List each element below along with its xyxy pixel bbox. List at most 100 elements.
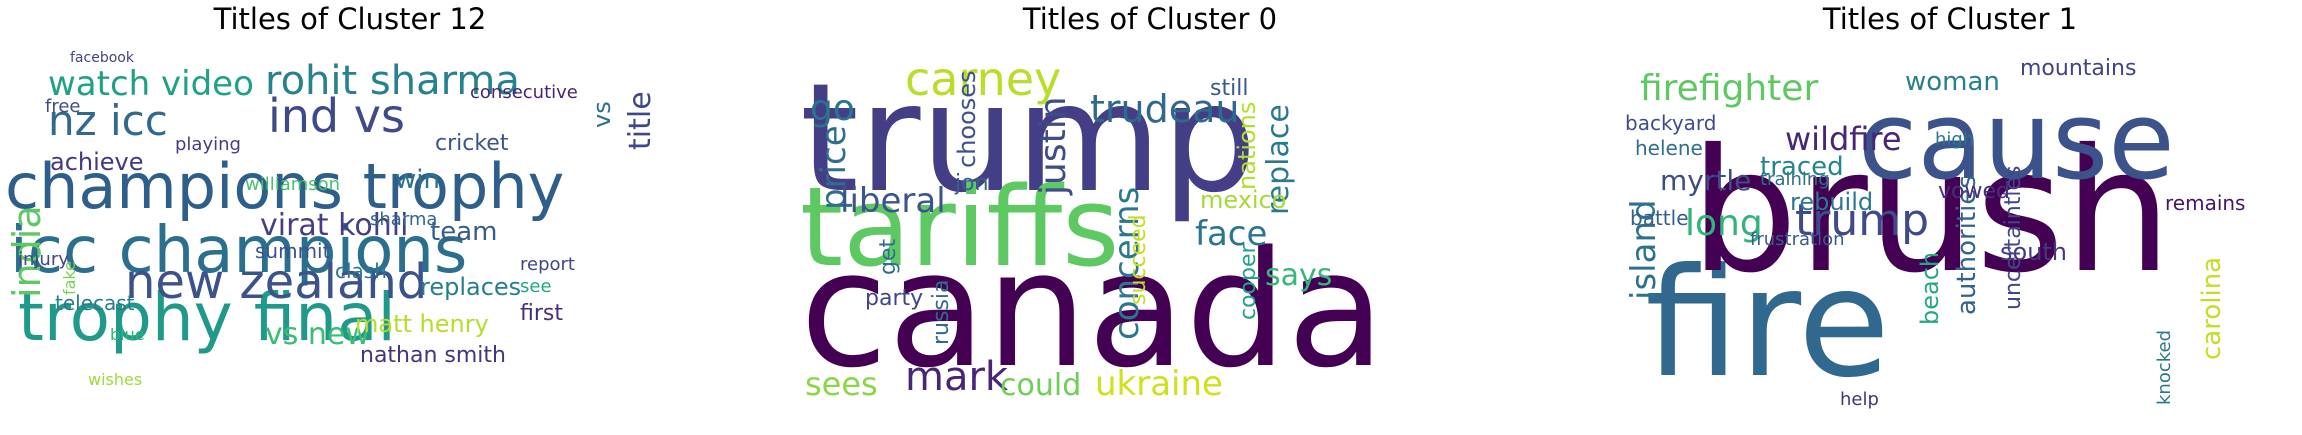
word-still: still (1210, 76, 1248, 101)
word-report: report (520, 254, 575, 275)
wordcloud-panel-1: Titles of Cluster 0 trump canada tariffs ca… (800, 0, 1500, 435)
word-carney: carney (905, 52, 1061, 106)
word-price: price (814, 125, 854, 210)
word-fire: fire (1645, 237, 1890, 411)
word-summit: summit (255, 239, 331, 263)
panel-title: Titles of Cluster 12 (213, 2, 487, 36)
word-consecutive: consecutive (470, 82, 578, 103)
word-go: go (810, 88, 855, 129)
word-sees: sees (805, 365, 878, 403)
word-island: island (1624, 199, 1664, 300)
word-face: face (1195, 214, 1267, 254)
word-replace: replace (1261, 104, 1296, 215)
word-champions-trophy: champions trophy (5, 150, 564, 223)
word-india: india (5, 205, 49, 298)
word-icc-champions: icc champions (10, 214, 467, 288)
word-jon: jon (954, 171, 989, 196)
word-battle: battle (1630, 206, 1689, 230)
word-vs-new: vs new (265, 317, 370, 352)
word-wildfire: wildfire (1785, 120, 1902, 158)
word-south: south (2000, 238, 2067, 266)
word-traced: traced (1760, 152, 1844, 182)
word-tariffs: tariffs (800, 163, 1119, 291)
word-says: says (1265, 258, 1332, 293)
word-carolina: carolina (2197, 257, 2227, 360)
word-watch-video: watch video (48, 64, 254, 104)
word-achieve: achieve (50, 148, 144, 176)
panel-title: Titles of Cluster 0 (1022, 2, 1278, 36)
wordcloud-panel-0: Titles of Cluster 12 champions trophy icc… (0, 0, 700, 435)
word-training: training (1760, 169, 1830, 190)
word-sharma: sharma (370, 209, 437, 230)
word-first: first (520, 301, 563, 326)
word-frustration: frustration (1750, 229, 1845, 250)
word-backyard: backyard (1625, 111, 1716, 135)
word-free: free (45, 96, 81, 117)
word-succeed: succeed (1126, 214, 1151, 305)
word-could: could (1000, 368, 1081, 403)
word-cause: cause (1858, 79, 2175, 204)
word-chooses: chooses (953, 70, 981, 168)
word-remains: remains (2165, 191, 2245, 215)
word-see: see (520, 276, 552, 297)
word-trophy-final: trophy final (18, 279, 396, 356)
word-nz-icc: nz icc (48, 96, 168, 145)
wordcloud-panel-2: Titles of Cluster 1 fire brush cause trump f… (1600, 0, 2300, 435)
word-ind-vs: ind vs (268, 89, 405, 143)
word-liberal: liberal (840, 181, 946, 221)
word-high: high (1935, 129, 1974, 150)
word-knocked: knocked (2154, 330, 2175, 405)
word-help: help (1840, 389, 1879, 410)
word-team: team (430, 217, 497, 247)
word-fake: fake (60, 261, 79, 295)
word-new-zealand: new zealand (125, 254, 427, 310)
word-woman: woman (1905, 67, 2000, 97)
word-trump: trump (1795, 195, 1929, 246)
word-justin: justin (1033, 96, 1074, 196)
word-trump: trump (800, 52, 1257, 226)
word-myrtle: myrtle (1660, 164, 1751, 197)
word-telecast: telecast (55, 291, 135, 315)
word-title: title (623, 91, 658, 150)
word-ukraine: ukraine (1095, 364, 1223, 404)
word-facebook: facebook (70, 50, 135, 66)
word-beach: beach (1916, 252, 1944, 325)
word-canada: canada (800, 216, 1385, 403)
word-brush: brush (1690, 113, 2172, 311)
word-mountains: mountains (2020, 56, 2136, 81)
word-clash: clash (335, 259, 387, 283)
word-matt-henry: matt henry (355, 310, 489, 338)
word-rohit-sharma: rohit sharma (265, 58, 520, 104)
word-vowed: vowed (1938, 179, 2010, 204)
word-playing: playing (175, 134, 241, 155)
word-long: long (1685, 203, 1763, 244)
word-cricket: cricket (435, 131, 509, 156)
word-rebuild: rebuild (1790, 188, 1873, 216)
word-injury: injury (18, 249, 69, 270)
word-virat-kohli: virat kohli (260, 208, 408, 243)
word-authorities: authorities (1952, 175, 1982, 315)
word-russia: russia (929, 279, 954, 345)
word-mexico: mexico (1200, 186, 1286, 214)
word-nations: nations (1233, 102, 1261, 190)
word-helene: helene (1635, 136, 1703, 160)
word-wishes: wishes (88, 370, 142, 389)
word-mark: mark (905, 354, 1009, 400)
word-win: win (395, 165, 440, 195)
word-firefighter: firefighter (1640, 68, 1818, 109)
word-vs: vs (588, 101, 616, 128)
word-concerns: concerns (1107, 187, 1147, 340)
word-nathan-smith: nathan smith (360, 343, 506, 368)
word-replaces: replaces (420, 273, 521, 301)
panel-title: Titles of Cluster 1 (1822, 2, 2078, 36)
word-party: party (865, 286, 923, 311)
word-williamson: williamson (245, 174, 340, 195)
word-uncertainties: uncertainties (2001, 166, 2026, 310)
word-get: get (876, 239, 901, 276)
word-cooper: cooper (1236, 243, 1261, 320)
word-blue: blue (110, 325, 145, 344)
word-trudeau: trudeau (1090, 87, 1239, 131)
